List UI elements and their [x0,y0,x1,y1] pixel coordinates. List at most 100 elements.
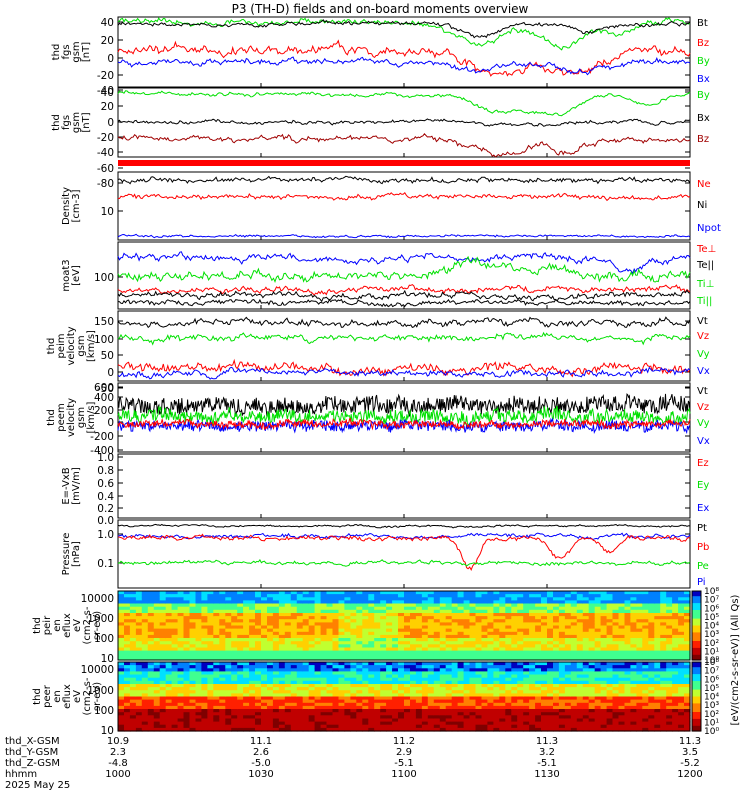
spectro-cell [415,718,423,723]
spectro-cell [648,724,655,729]
colorbar-cell [692,653,701,656]
spectro-cell [153,631,161,636]
spectro-cell [451,613,459,617]
spectro-cell [648,674,655,679]
spectro-cell [660,641,667,645]
spectro-cell [636,613,643,617]
spectro-cell [255,690,262,694]
trace-Ne [117,192,691,202]
spectro-cell [421,693,429,698]
spectro-cell [243,591,250,595]
spectro-cell [570,684,578,688]
spectro-cell [135,597,143,601]
spectro-cell [493,644,500,648]
spectro-cell [290,647,298,652]
spectro-cell [588,709,596,713]
spectro-cell [564,616,572,620]
spectro-cell [356,665,363,669]
spectro-cell [135,613,143,617]
spectro-cell [541,699,548,704]
spectro-cell [654,619,661,623]
spectro-cell [660,644,667,648]
spectro-cell [457,634,465,639]
spectro-cell [523,616,530,620]
spectro-cell [481,644,489,648]
spectro-cell [654,600,661,605]
spectro-cell [195,699,203,704]
spectro-cell [135,668,143,672]
spectro-cell [141,705,149,710]
spectro-cell [201,712,208,716]
spectro-cell [451,662,459,666]
spectro-cell [308,721,316,726]
spectro-cell [618,647,626,652]
spectro-cell [267,616,274,620]
spectro-cell [332,609,340,614]
spectro-cell [499,705,506,710]
spectro-cell [207,650,214,655]
spectro-cell [225,603,232,608]
spectro-cell [350,699,357,704]
spectro-cell [469,712,477,716]
spectro-cell [302,591,310,595]
spectro-cell [415,650,423,655]
spectro-cell [445,724,453,729]
spectro-cell [201,724,208,729]
spectro-cell [255,609,262,614]
spectro-cell [243,600,250,605]
spectro-cell [684,684,691,688]
spectro-cell [541,693,548,698]
spectro-cell [469,668,477,672]
spectro-cell [326,687,334,691]
spectro-cell [249,724,256,729]
spectro-cell [445,606,453,611]
spectro-cell [326,702,334,707]
spectro-cell [356,644,363,648]
spectro-cell [147,631,155,636]
spectro-cell [564,687,572,691]
spectro-cell [243,699,250,704]
spectro-cell [350,674,357,679]
spectro-cell [159,619,167,623]
spectro-cell [636,625,643,630]
spectro-cell [177,594,185,598]
spectro-cell [594,696,602,701]
spectro-cell [612,712,620,716]
spectro-cell [469,650,477,655]
spectro-cell [481,699,489,704]
spectro-cell [147,638,155,642]
spectro-cell [141,628,149,633]
spectro-cell [237,690,244,694]
spectro-cell [594,616,602,620]
spectro-cell [261,600,268,605]
spectro-cell [165,606,173,611]
spectro-cell [445,718,453,723]
spectro-cell [207,715,214,719]
spectro-cell [171,606,179,611]
spectro-cell [118,727,125,732]
spectro-cell [684,699,691,704]
spectro-cell [135,609,143,614]
spectro-cell [386,619,393,623]
spectro-cell [189,647,197,652]
spectro-cell [678,650,685,655]
spectro-cell [368,718,375,723]
spectro-cell [118,594,125,598]
spectro-cell [493,674,500,679]
spectro-cell [415,619,423,623]
spectro-cell [338,603,346,608]
spectro-cell [272,638,280,642]
spectro-cell [606,656,614,661]
spectro-cell [618,684,626,688]
spectro-cell [576,727,584,732]
spectro-cell [642,631,649,636]
spectro-cell [427,609,435,614]
spectro-cell [296,613,304,617]
spectro-cell [398,662,405,666]
spectro-cell [535,650,542,655]
spectro-cell [547,641,554,645]
spectro-cell [261,709,268,713]
spectro-cell [195,641,203,645]
spectro-cell [576,709,584,713]
spectro-cell [570,671,578,676]
